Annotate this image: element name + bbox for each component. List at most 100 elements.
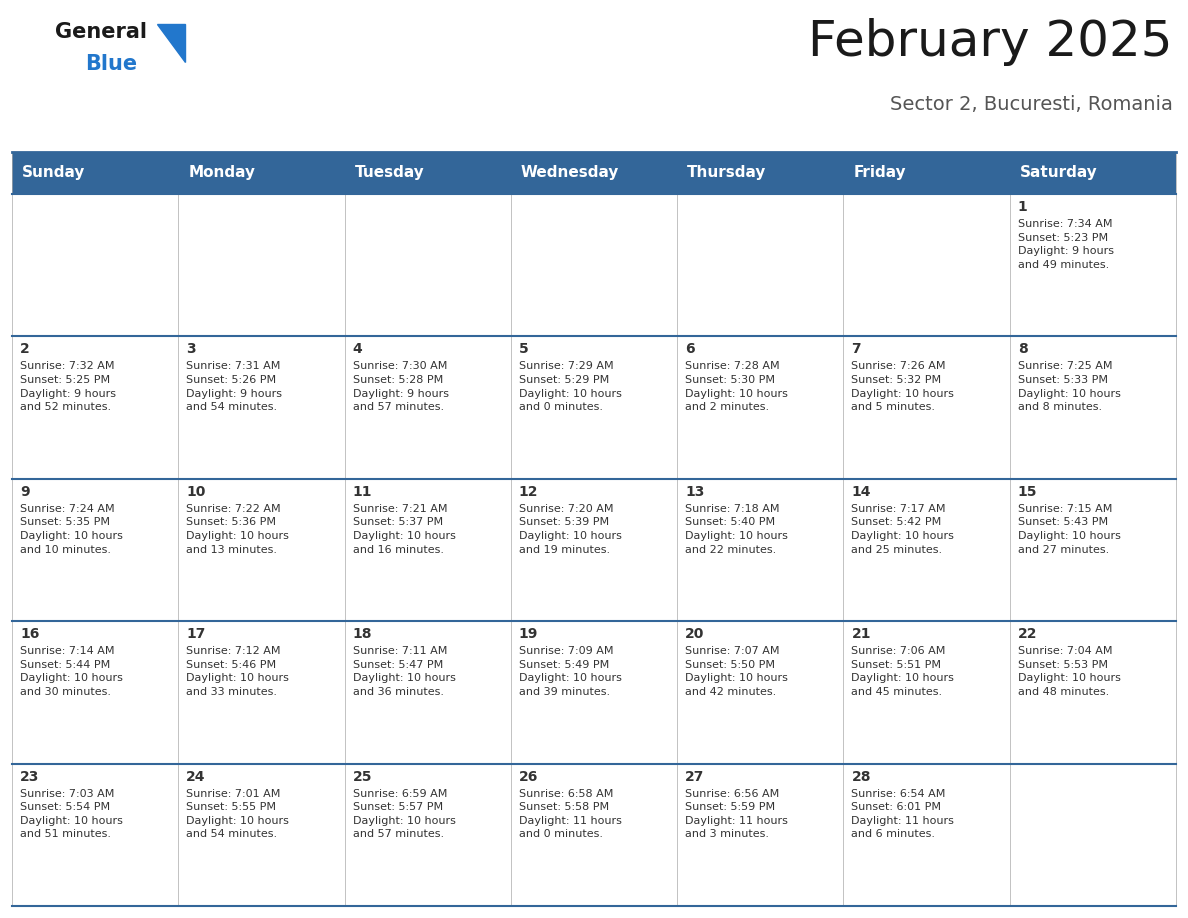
Bar	[1010, 479, 1176, 621]
Text: Sector 2, Bucuresti, Romania: Sector 2, Bucuresti, Romania	[890, 95, 1173, 114]
Text: Sunrise: 7:22 AM
Sunset: 5:36 PM
Daylight: 10 hours
and 13 minutes.: Sunrise: 7:22 AM Sunset: 5:36 PM Dayligh…	[187, 504, 289, 554]
Text: Sunrise: 7:12 AM
Sunset: 5:46 PM
Daylight: 10 hours
and 33 minutes.: Sunrise: 7:12 AM Sunset: 5:46 PM Dayligh…	[187, 646, 289, 697]
Bar	[345, 194, 511, 336]
Text: 4: 4	[353, 342, 362, 356]
Text: Sunrise: 7:28 AM
Sunset: 5:30 PM
Daylight: 10 hours
and 2 minutes.: Sunrise: 7:28 AM Sunset: 5:30 PM Dayligh…	[685, 362, 788, 412]
Bar	[511, 479, 677, 621]
Bar	[677, 336, 843, 479]
Bar	[1010, 336, 1176, 479]
Bar	[12, 479, 178, 621]
Bar	[511, 621, 677, 764]
Text: Sunrise: 7:01 AM
Sunset: 5:55 PM
Daylight: 10 hours
and 54 minutes.: Sunrise: 7:01 AM Sunset: 5:55 PM Dayligh…	[187, 789, 289, 839]
Bar	[345, 336, 511, 479]
Text: 14: 14	[852, 485, 871, 498]
Text: 5: 5	[519, 342, 529, 356]
Text: Sunrise: 7:11 AM
Sunset: 5:47 PM
Daylight: 10 hours
and 36 minutes.: Sunrise: 7:11 AM Sunset: 5:47 PM Dayligh…	[353, 646, 455, 697]
Text: Sunrise: 6:59 AM
Sunset: 5:57 PM
Daylight: 10 hours
and 57 minutes.: Sunrise: 6:59 AM Sunset: 5:57 PM Dayligh…	[353, 789, 455, 839]
Text: 12: 12	[519, 485, 538, 498]
Text: Wednesday: Wednesday	[520, 165, 619, 181]
Bar	[1010, 152, 1176, 194]
Text: 11: 11	[353, 485, 372, 498]
Text: Sunrise: 7:07 AM
Sunset: 5:50 PM
Daylight: 10 hours
and 42 minutes.: Sunrise: 7:07 AM Sunset: 5:50 PM Dayligh…	[685, 646, 788, 697]
Text: Sunrise: 7:32 AM
Sunset: 5:25 PM
Daylight: 9 hours
and 52 minutes.: Sunrise: 7:32 AM Sunset: 5:25 PM Dayligh…	[20, 362, 116, 412]
Bar	[12, 621, 178, 764]
Bar	[12, 194, 178, 336]
Text: Sunrise: 7:20 AM
Sunset: 5:39 PM
Daylight: 10 hours
and 19 minutes.: Sunrise: 7:20 AM Sunset: 5:39 PM Dayligh…	[519, 504, 621, 554]
Bar	[677, 764, 843, 906]
Bar	[178, 152, 345, 194]
Text: 1: 1	[1018, 200, 1028, 214]
Text: Thursday: Thursday	[687, 165, 766, 181]
Bar	[345, 479, 511, 621]
Text: 10: 10	[187, 485, 206, 498]
Text: 22: 22	[1018, 627, 1037, 641]
Text: Sunrise: 7:25 AM
Sunset: 5:33 PM
Daylight: 10 hours
and 8 minutes.: Sunrise: 7:25 AM Sunset: 5:33 PM Dayligh…	[1018, 362, 1120, 412]
Text: Sunrise: 7:24 AM
Sunset: 5:35 PM
Daylight: 10 hours
and 10 minutes.: Sunrise: 7:24 AM Sunset: 5:35 PM Dayligh…	[20, 504, 122, 554]
Text: 8: 8	[1018, 342, 1028, 356]
Bar	[511, 152, 677, 194]
Bar	[345, 621, 511, 764]
Bar	[511, 336, 677, 479]
Text: Saturday: Saturday	[1019, 165, 1098, 181]
Bar	[843, 621, 1010, 764]
Bar	[12, 336, 178, 479]
Bar	[178, 194, 345, 336]
Bar	[677, 152, 843, 194]
Bar	[178, 336, 345, 479]
Text: General: General	[55, 22, 147, 42]
Text: Sunrise: 7:34 AM
Sunset: 5:23 PM
Daylight: 9 hours
and 49 minutes.: Sunrise: 7:34 AM Sunset: 5:23 PM Dayligh…	[1018, 219, 1113, 270]
Text: Sunrise: 6:58 AM
Sunset: 5:58 PM
Daylight: 11 hours
and 0 minutes.: Sunrise: 6:58 AM Sunset: 5:58 PM Dayligh…	[519, 789, 621, 839]
Text: 16: 16	[20, 627, 39, 641]
Text: Blue: Blue	[86, 54, 137, 74]
Bar	[843, 336, 1010, 479]
Bar	[12, 152, 178, 194]
Text: Sunrise: 6:56 AM
Sunset: 5:59 PM
Daylight: 11 hours
and 3 minutes.: Sunrise: 6:56 AM Sunset: 5:59 PM Dayligh…	[685, 789, 788, 839]
Text: 23: 23	[20, 769, 39, 784]
Text: Sunrise: 7:18 AM
Sunset: 5:40 PM
Daylight: 10 hours
and 22 minutes.: Sunrise: 7:18 AM Sunset: 5:40 PM Dayligh…	[685, 504, 788, 554]
Text: Sunrise: 7:29 AM
Sunset: 5:29 PM
Daylight: 10 hours
and 0 minutes.: Sunrise: 7:29 AM Sunset: 5:29 PM Dayligh…	[519, 362, 621, 412]
Bar	[511, 764, 677, 906]
Text: 25: 25	[353, 769, 372, 784]
Text: Sunrise: 7:31 AM
Sunset: 5:26 PM
Daylight: 9 hours
and 54 minutes.: Sunrise: 7:31 AM Sunset: 5:26 PM Dayligh…	[187, 362, 283, 412]
Bar	[1010, 194, 1176, 336]
Bar	[345, 152, 511, 194]
Text: 20: 20	[685, 627, 704, 641]
Text: 3: 3	[187, 342, 196, 356]
Text: 9: 9	[20, 485, 30, 498]
Bar	[1010, 621, 1176, 764]
Text: Sunrise: 7:30 AM
Sunset: 5:28 PM
Daylight: 9 hours
and 57 minutes.: Sunrise: 7:30 AM Sunset: 5:28 PM Dayligh…	[353, 362, 449, 412]
Text: Sunrise: 7:15 AM
Sunset: 5:43 PM
Daylight: 10 hours
and 27 minutes.: Sunrise: 7:15 AM Sunset: 5:43 PM Dayligh…	[1018, 504, 1120, 554]
Text: 2: 2	[20, 342, 30, 356]
Text: Friday: Friday	[853, 165, 906, 181]
Bar	[511, 194, 677, 336]
Text: Sunrise: 7:03 AM
Sunset: 5:54 PM
Daylight: 10 hours
and 51 minutes.: Sunrise: 7:03 AM Sunset: 5:54 PM Dayligh…	[20, 789, 122, 839]
Text: 15: 15	[1018, 485, 1037, 498]
Bar	[178, 621, 345, 764]
Text: Monday: Monday	[188, 165, 255, 181]
Text: Sunrise: 6:54 AM
Sunset: 6:01 PM
Daylight: 11 hours
and 6 minutes.: Sunrise: 6:54 AM Sunset: 6:01 PM Dayligh…	[852, 789, 954, 839]
Text: Sunrise: 7:06 AM
Sunset: 5:51 PM
Daylight: 10 hours
and 45 minutes.: Sunrise: 7:06 AM Sunset: 5:51 PM Dayligh…	[852, 646, 954, 697]
Text: 18: 18	[353, 627, 372, 641]
Text: February 2025: February 2025	[809, 18, 1173, 66]
Text: 26: 26	[519, 769, 538, 784]
Text: 6: 6	[685, 342, 695, 356]
Text: 24: 24	[187, 769, 206, 784]
Text: 21: 21	[852, 627, 871, 641]
Text: Sunday: Sunday	[23, 165, 86, 181]
Bar	[843, 194, 1010, 336]
Text: Sunrise: 7:21 AM
Sunset: 5:37 PM
Daylight: 10 hours
and 16 minutes.: Sunrise: 7:21 AM Sunset: 5:37 PM Dayligh…	[353, 504, 455, 554]
Text: Sunrise: 7:04 AM
Sunset: 5:53 PM
Daylight: 10 hours
and 48 minutes.: Sunrise: 7:04 AM Sunset: 5:53 PM Dayligh…	[1018, 646, 1120, 697]
Text: 19: 19	[519, 627, 538, 641]
Bar	[178, 764, 345, 906]
Bar	[178, 479, 345, 621]
Bar	[677, 621, 843, 764]
Text: 27: 27	[685, 769, 704, 784]
Bar	[843, 479, 1010, 621]
Text: Sunrise: 7:09 AM
Sunset: 5:49 PM
Daylight: 10 hours
and 39 minutes.: Sunrise: 7:09 AM Sunset: 5:49 PM Dayligh…	[519, 646, 621, 697]
Text: 17: 17	[187, 627, 206, 641]
Bar	[1010, 764, 1176, 906]
Text: Sunrise: 7:14 AM
Sunset: 5:44 PM
Daylight: 10 hours
and 30 minutes.: Sunrise: 7:14 AM Sunset: 5:44 PM Dayligh…	[20, 646, 122, 697]
Bar	[12, 764, 178, 906]
Bar	[677, 479, 843, 621]
Text: Sunrise: 7:17 AM
Sunset: 5:42 PM
Daylight: 10 hours
and 25 minutes.: Sunrise: 7:17 AM Sunset: 5:42 PM Dayligh…	[852, 504, 954, 554]
